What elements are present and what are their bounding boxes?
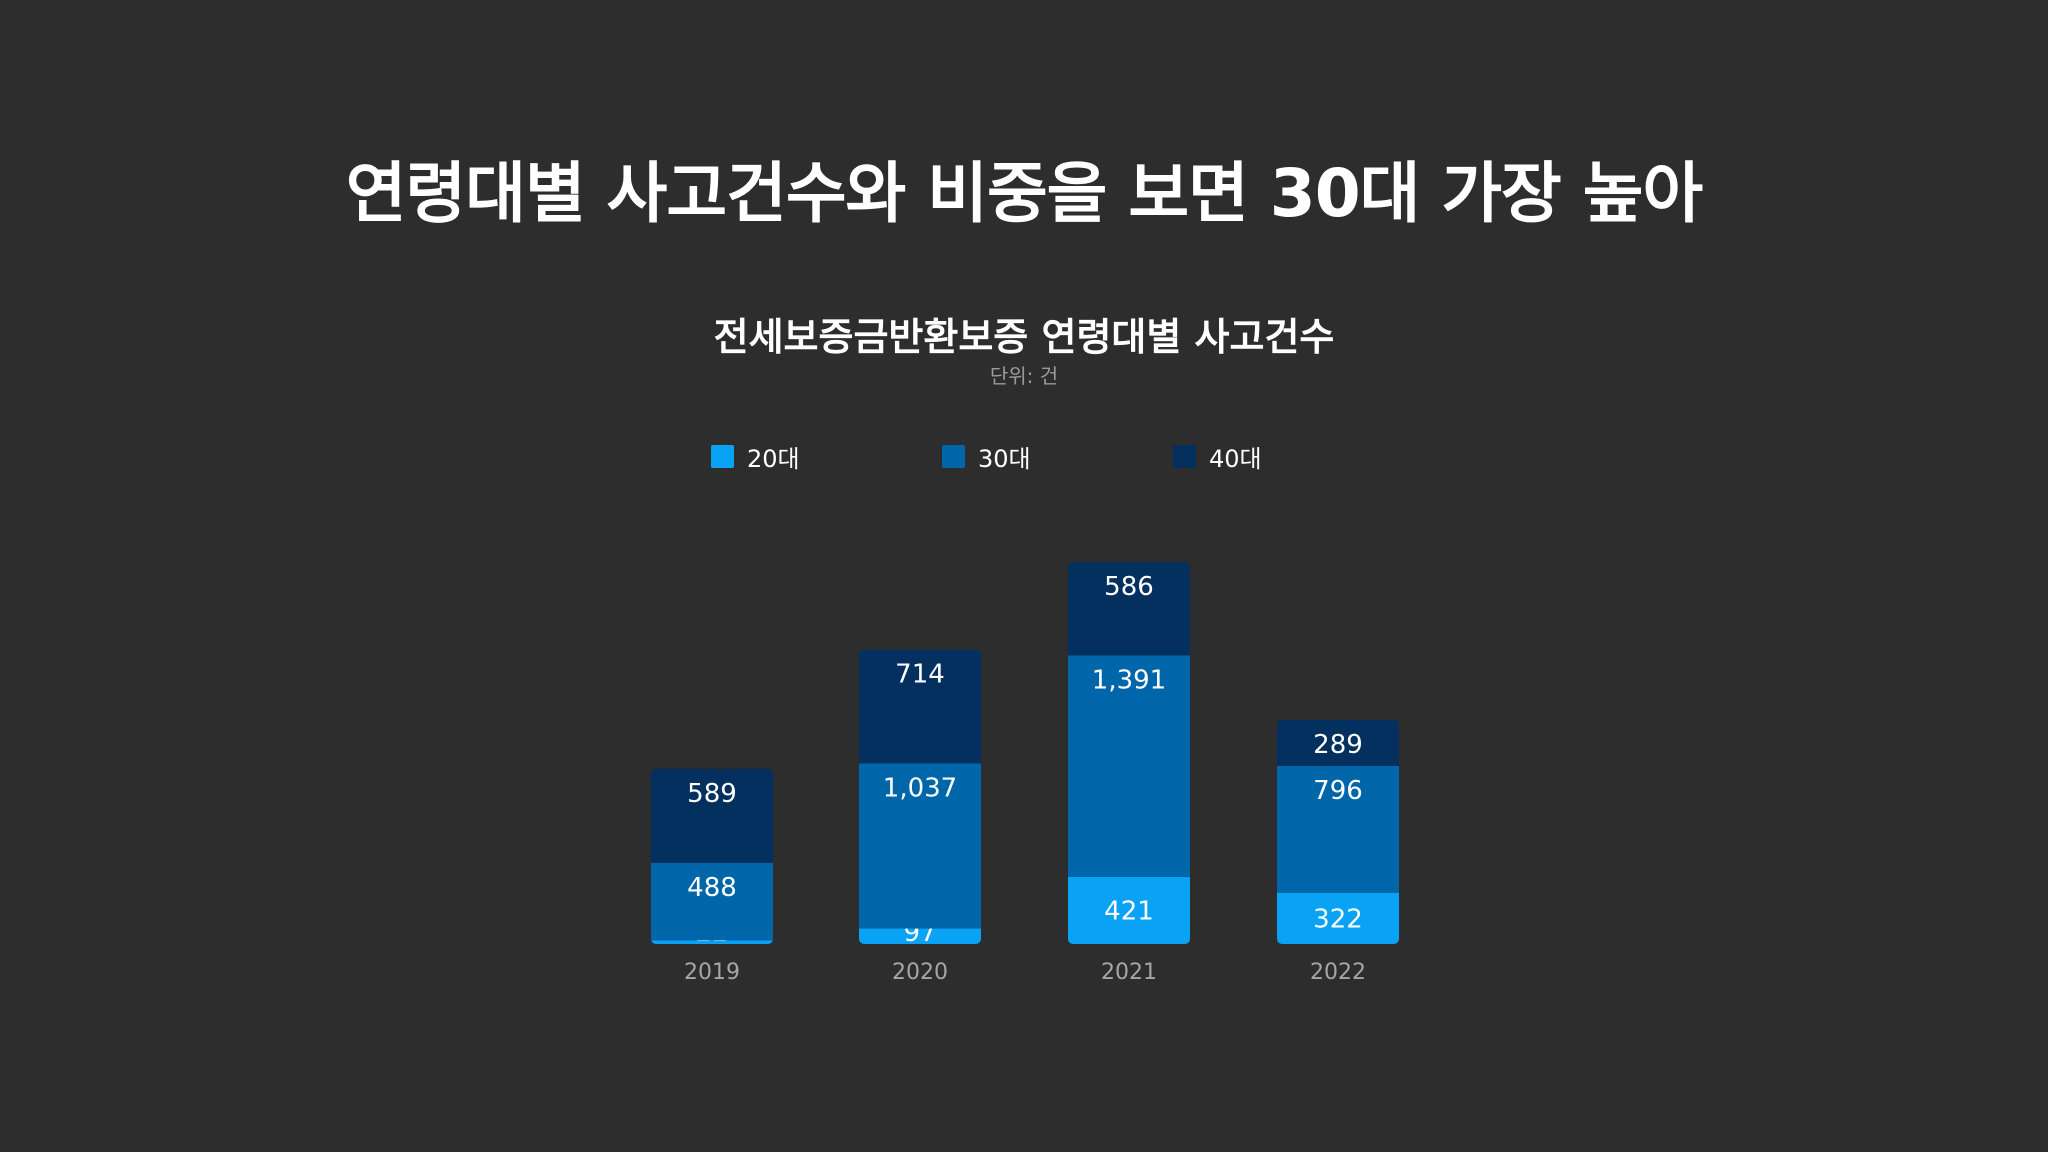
headline: 연령대별 사고건수와 비중을 보면 30대 가장 높아 — [345, 155, 1703, 232]
bar-segment-2019-series-0 — [651, 940, 773, 944]
chart-title: 전세보증금반환보증 연령대별 사고건수 — [713, 315, 1335, 359]
legend-swatch-30s — [942, 444, 965, 468]
data-label-2022-series-0: 322 — [1313, 904, 1363, 934]
chart-unit-label: 단위: 건 — [989, 364, 1059, 388]
bar-segment-2022-series-2 — [1277, 719, 1399, 766]
data-label-2020-series-2: 714 — [895, 660, 945, 690]
x-tick-label-2021: 2021 — [1101, 960, 1157, 985]
data-label-2022-series-2: 289 — [1313, 730, 1363, 760]
bar-segment-2020-series-0 — [859, 928, 981, 944]
data-label-2021-series-2: 586 — [1104, 572, 1154, 602]
legend-swatch-40s — [1173, 444, 1196, 468]
x-tick-label-2019: 2019 — [684, 960, 740, 985]
x-tick-label-2020: 2020 — [892, 960, 948, 985]
bar-segment-2021-series-0 — [1068, 876, 1190, 944]
bar-segment-2021-series-2 — [1068, 561, 1190, 656]
legend-item-30s: 30대 — [942, 442, 1031, 473]
bar-segment-2020-series-1 — [859, 763, 981, 929]
data-label-2021-series-1: 1,391 — [1092, 665, 1166, 695]
legend-label-40s: 40대 — [1209, 444, 1262, 473]
bar-segment-2022-series-1 — [1277, 765, 1399, 893]
data-label-2020-series-1: 1,037 — [883, 773, 957, 803]
data-label-2022-series-1: 796 — [1313, 776, 1363, 806]
x-tick-label-2022: 2022 — [1310, 960, 1366, 985]
data-label-2019-series-2: 589 — [687, 779, 737, 809]
bar-segment-2019-series-1 — [651, 862, 773, 941]
data-label-2021-series-0: 421 — [1104, 896, 1154, 926]
bar-segment-2019-series-2 — [651, 768, 773, 863]
legend-label-20s: 20대 — [747, 444, 800, 473]
legend-label-30s: 30대 — [978, 444, 1031, 473]
bar-segment-2021-series-1 — [1068, 655, 1190, 877]
bar-segment-2022-series-0 — [1277, 892, 1399, 944]
data-label-2019-series-1: 488 — [687, 873, 737, 903]
legend-item-40s: 40대 — [1173, 442, 1262, 473]
bar-segment-2020-series-2 — [859, 649, 981, 764]
legend-swatch-20s — [711, 444, 734, 468]
legend-item-20s: 20대 — [711, 442, 800, 473]
